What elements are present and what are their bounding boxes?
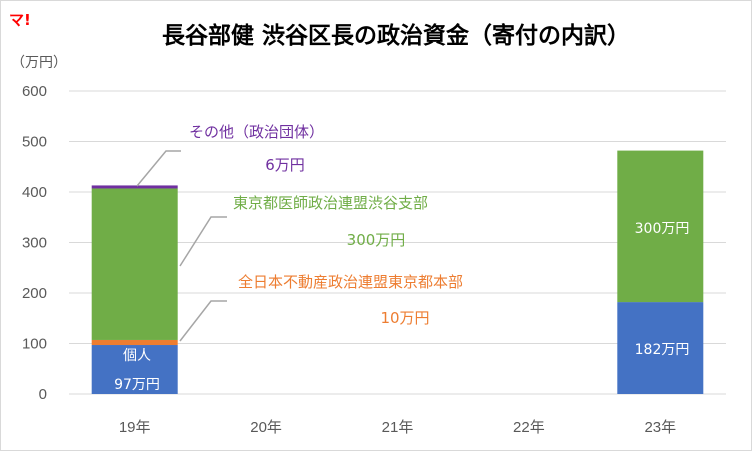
bars [91,150,704,394]
x-tick-label: 23年 [644,419,676,436]
x-tick-label: 19年 [119,419,151,436]
y-axis-ticks: 0 100 200 300 400 500 600 [22,83,47,403]
x-tick-label: 22年 [513,419,545,436]
annotation-zennihon-name: 全日本不動産政治連盟東京都本部 [238,273,463,291]
bar-label-23-ishikai-value: 300万円 [635,221,690,237]
bar-segment-individual [91,345,178,394]
y-axis-unit-label: （万円） [11,55,67,71]
bar-segment-ishikai [617,150,704,303]
annotation-ishikai-name: 東京都医師政治連盟渋谷支部 [233,194,428,212]
x-tick-label: 21年 [382,419,414,436]
logo-mark: マ! [9,11,31,29]
bar-label-19-individual-name: 個人 [123,348,151,364]
y-tick-label: 300 [22,235,47,252]
leader-line-ishikai [179,216,227,267]
annotation-ishikai-value: 300万円 [347,231,406,249]
y-tick-label: 400 [22,184,47,201]
annotation-other-value: 6万円 [265,156,305,174]
chart-title: 長谷部健 渋谷区長の政治資金（寄付の内訳） [162,22,630,49]
x-tick-label: 20年 [250,419,282,436]
bar-segment-zennihon [91,339,178,346]
y-tick-label: 500 [22,134,47,151]
bar-segment-individual [617,302,704,394]
leader-line-zennihon [179,300,227,342]
bar-segment-ishikai [91,188,178,340]
bar-segment-other [91,185,178,189]
bar-label-23-individual-value: 182万円 [635,342,690,358]
x-axis-ticks: 19年 20年 21年 22年 23年 [119,419,676,436]
y-tick-label: 0 [39,386,47,403]
y-tick-label: 600 [22,83,47,100]
leader-line-other [136,150,181,187]
y-tick-label: 100 [22,336,47,353]
y-tick-label: 200 [22,285,47,302]
gridlines [69,90,726,395]
annotation-zennihon-value: 10万円 [380,309,429,327]
bar-label-19-individual-value: 97万円 [114,377,160,393]
annotation-other-name: その他（政治団体） [189,123,324,141]
